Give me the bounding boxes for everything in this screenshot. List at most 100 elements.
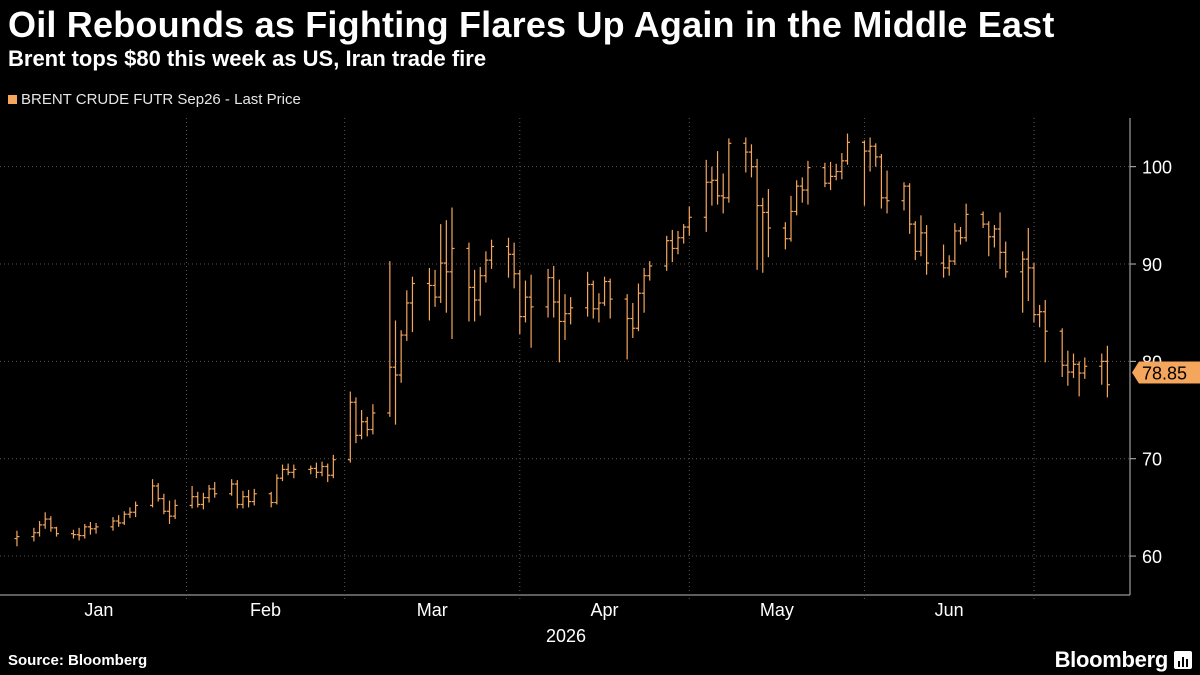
ohlc-bar (409, 276, 415, 333)
ohlc-bar (986, 221, 992, 257)
ohlc-bar (686, 206, 692, 236)
ohlc-bar (37, 521, 43, 537)
ohlc-bar (822, 162, 828, 188)
brand: Bloomberg (1055, 647, 1192, 673)
ohlc-bar (398, 330, 404, 383)
ohlc-bar (596, 293, 602, 323)
ohlc-bar (760, 197, 766, 273)
ohlc-bar (845, 133, 850, 165)
ohlc-bar (449, 207, 455, 339)
ohlc-bar (325, 463, 331, 483)
ohlc-bar (432, 269, 438, 307)
ohlc-bar (517, 269, 523, 335)
legend-swatch (8, 95, 17, 104)
ohlc-bar (952, 223, 958, 265)
chart-title: Oil Rebounds as Fighting Flares Up Again… (8, 4, 1055, 45)
ohlc-bar (1065, 350, 1071, 386)
ohlc-bar (630, 302, 636, 339)
ohlc-bar (799, 177, 805, 203)
ohlc-bar (31, 527, 37, 542)
ohlc-bar (912, 221, 918, 261)
ohlc-bar (274, 474, 280, 505)
ohlc-bar (726, 138, 732, 203)
ohlc-bar (70, 529, 76, 539)
x-tick-label: May (760, 600, 794, 620)
ohlc-bar (172, 499, 178, 520)
brand-wordmark: Bloomberg (1054, 647, 1169, 672)
ohlc-bar (506, 237, 511, 278)
ohlc-bar (754, 158, 760, 270)
ohlc-bar (195, 491, 201, 508)
ohlc-bar (720, 173, 726, 214)
ohlc-bar (110, 517, 116, 531)
x-tick-label: Apr (591, 600, 619, 620)
ohlc-bar (1031, 263, 1037, 323)
ohlc-bar (313, 462, 319, 479)
ohlc-bar (901, 182, 907, 211)
ohlc-bar (1104, 345, 1110, 398)
ohlc-bar (946, 255, 952, 276)
ohlc-bar (1020, 251, 1026, 313)
price-chart: 60708090100JanFebMarAprMayJun202678.85 (0, 118, 1200, 646)
ohlc-bar (884, 170, 890, 214)
y-tick-label: 90 (1142, 255, 1162, 275)
ohlc-bar (308, 465, 314, 475)
ohlc-bar (54, 526, 59, 537)
ohlc-bar (794, 180, 800, 216)
ohlc-bar (234, 480, 240, 509)
ohlc-bar (545, 268, 551, 318)
ohlc-bar (200, 492, 206, 510)
ohlc-bar (924, 225, 930, 275)
ohlc-bar (212, 482, 218, 498)
ohlc-bar (991, 225, 997, 248)
ohlc-bar (765, 189, 771, 258)
ohlc-bar (675, 230, 681, 255)
ohlc-bar (268, 491, 274, 508)
ohlc-bar (404, 290, 410, 341)
ohlc-bar (489, 239, 495, 269)
ohlc-bar (319, 461, 325, 477)
ohlc-bar (748, 144, 754, 178)
last-price-tag (1132, 361, 1200, 384)
ohlc-bar (229, 479, 235, 496)
ohlc-bar (918, 215, 924, 257)
ohlc-bar (1071, 353, 1076, 378)
chart-subtitle: Brent tops $80 this week as US, Iran tra… (8, 46, 487, 71)
ohlc-bar (907, 183, 913, 234)
ohlc-bar (743, 137, 749, 173)
ohlc-bar (472, 269, 478, 322)
ohlc-bar (246, 489, 252, 508)
ohlc-bar (1082, 357, 1088, 379)
ohlc-bar (150, 479, 156, 508)
x-tick-label: Mar (417, 600, 448, 620)
ohlc-bar (522, 280, 528, 323)
ohlc-bar (87, 521, 93, 535)
ohlc-bar (528, 274, 534, 348)
ohlc-bar (291, 464, 297, 479)
ohlc-bar (788, 195, 794, 242)
ohlc-bar (641, 267, 647, 313)
ohlc-bar (878, 154, 884, 209)
ohlc-bar (426, 267, 432, 321)
ohlc-bar (997, 212, 1003, 269)
ohlc-bar (873, 143, 879, 167)
ohlc-bar (477, 266, 483, 316)
y-tick-label: 70 (1142, 450, 1162, 470)
ohlc-bar (980, 211, 986, 229)
ohlc-bar (551, 265, 557, 318)
ohlc-bar (782, 222, 788, 250)
ohlc-bar (116, 515, 122, 527)
ohlc-bar (353, 397, 359, 444)
ohlc-bar (466, 242, 472, 322)
ohlc-bar (839, 153, 845, 180)
y-tick-label: 60 (1142, 547, 1162, 567)
ohlc-bar (240, 490, 246, 509)
ohlc-bar (251, 488, 257, 506)
source-note: Source: Bloomberg (8, 652, 148, 669)
ohlc-bar (14, 530, 20, 547)
ohlc-bar (1099, 353, 1105, 385)
ohlc-bar (280, 464, 285, 482)
ohlc-bar (330, 454, 336, 479)
ohlc-bar (511, 242, 517, 289)
ohlc-bar (1042, 300, 1048, 363)
